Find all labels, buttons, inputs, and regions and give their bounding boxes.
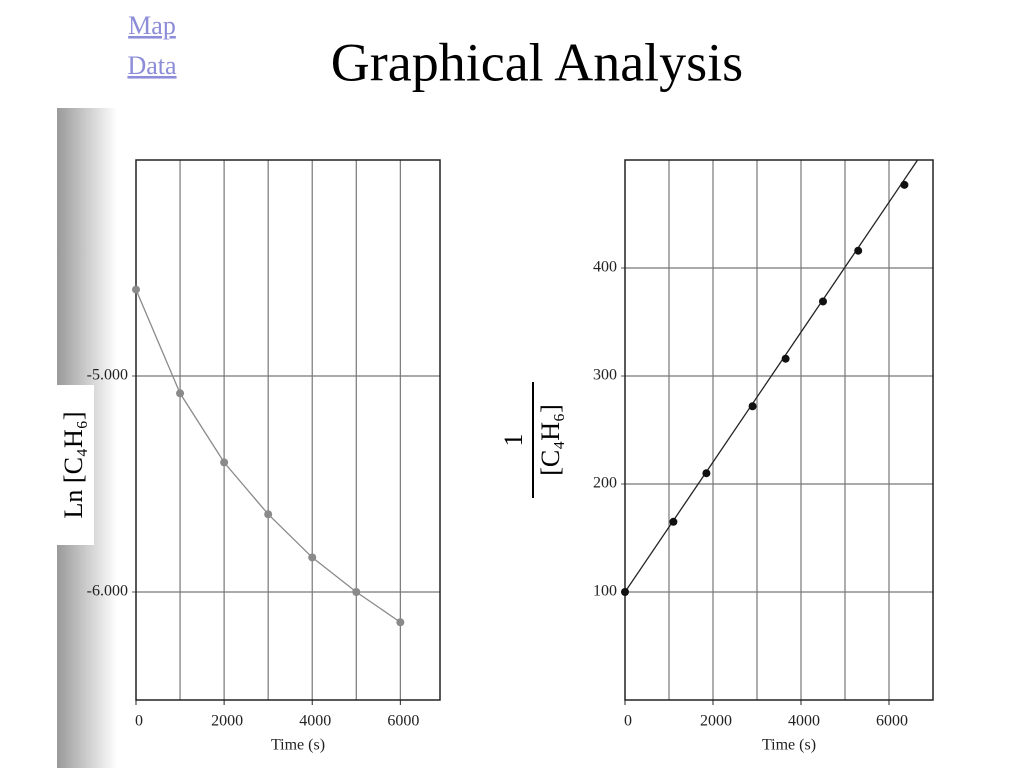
data-point	[176, 389, 185, 398]
x-axis-label: Time (s)	[762, 737, 816, 754]
x-tick-label: 2000	[700, 713, 732, 730]
data-point	[819, 297, 827, 306]
link[interactable]: Map	[128, 11, 176, 40]
x-tick-label: 0	[624, 713, 632, 730]
data-point	[900, 180, 909, 189]
x-tick-label: 2000	[211, 713, 243, 730]
plot-area	[625, 160, 933, 700]
y-tick-label: -5.000	[87, 367, 128, 384]
y-axis-label: 1 [C₄H₆]	[499, 382, 565, 498]
plot-frame	[135, 159, 441, 701]
data-point	[132, 285, 140, 294]
y-tick-label: 100	[593, 583, 617, 600]
y-tick-label: 400	[593, 259, 617, 276]
data-point	[264, 510, 273, 519]
y-tick-label: -6.000	[87, 583, 128, 600]
data-point	[781, 354, 790, 363]
data-point	[396, 618, 405, 627]
label-box	[56, 385, 94, 545]
data-point	[702, 469, 711, 478]
data-point	[854, 246, 863, 255]
data-point	[352, 588, 361, 596]
y-tick-label: 200	[593, 475, 617, 492]
slide-title: Graphical Analysis	[331, 32, 743, 92]
data-point	[748, 402, 757, 411]
y-tick-label: 300	[593, 367, 617, 384]
data-point	[621, 588, 629, 596]
y-label-denominator: [C₄H₆]	[536, 404, 565, 476]
x-tick-label: 6000	[876, 713, 908, 730]
data-point	[220, 458, 229, 467]
y-label-numerator: 1	[499, 434, 528, 447]
x-tick-label: 4000	[788, 713, 820, 730]
data-point	[669, 517, 678, 526]
plot-frame	[624, 159, 934, 701]
plot-area	[136, 160, 440, 700]
data-point	[308, 553, 317, 562]
x-axis-label: Time (s)	[271, 737, 325, 754]
y-axis-label: Ln [C₄H₆]	[59, 412, 88, 519]
x-tick-label: 0	[135, 713, 143, 730]
link[interactable]: Data	[127, 51, 177, 80]
x-tick-label: 4000	[299, 713, 331, 730]
x-tick-label: 6000	[387, 713, 419, 730]
